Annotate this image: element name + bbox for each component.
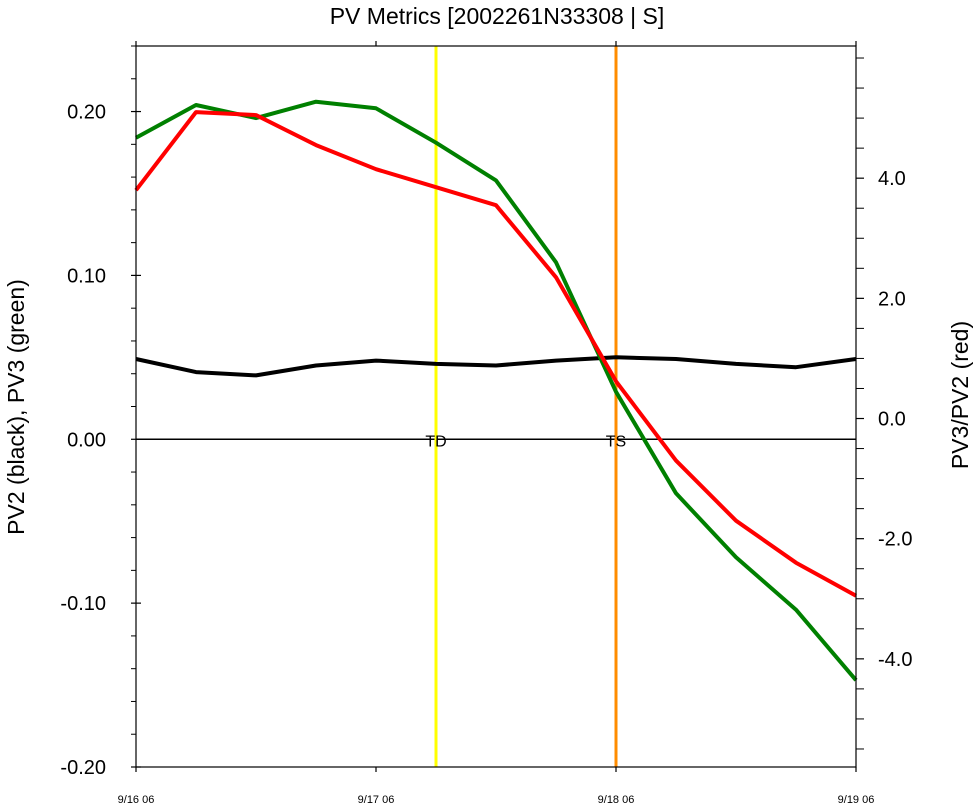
series-line-0 bbox=[135, 355, 857, 378]
x-tick-label: 9/18 06 bbox=[598, 794, 635, 805]
right-axis-label: PV3/PV2 (red) bbox=[947, 321, 973, 469]
series-line-2 bbox=[134, 110, 857, 598]
reference-label-ts: TS bbox=[606, 433, 626, 450]
plot-frame bbox=[135, 45, 857, 768]
reference-label-td: TD bbox=[425, 433, 446, 450]
x-tick-label: 9/17 06 bbox=[358, 794, 395, 805]
left-tick-label: 0.20 bbox=[67, 102, 106, 124]
right-tick-label: 0.0 bbox=[878, 409, 906, 431]
series-line-1 bbox=[135, 99, 858, 682]
right-tick-label: -4.0 bbox=[878, 649, 912, 671]
x-tick-label: 9/19 06 bbox=[838, 794, 875, 805]
right-tick-label: 4.0 bbox=[878, 168, 906, 190]
right-tick-label: -2.0 bbox=[878, 529, 912, 551]
left-tick-label: 0.00 bbox=[67, 429, 106, 451]
x-tick-label: 9/16 06 bbox=[118, 794, 155, 805]
left-tick-label: -0.20 bbox=[60, 757, 106, 779]
chart-title: PV Metrics [2002261N33308 | S] bbox=[330, 3, 665, 29]
left-axis-label: PV2 (black), PV3 (green) bbox=[3, 279, 29, 535]
left-tick-label: -0.10 bbox=[60, 593, 106, 615]
right-tick-label: 2.0 bbox=[878, 288, 906, 310]
left-tick-label: 0.10 bbox=[67, 265, 106, 287]
